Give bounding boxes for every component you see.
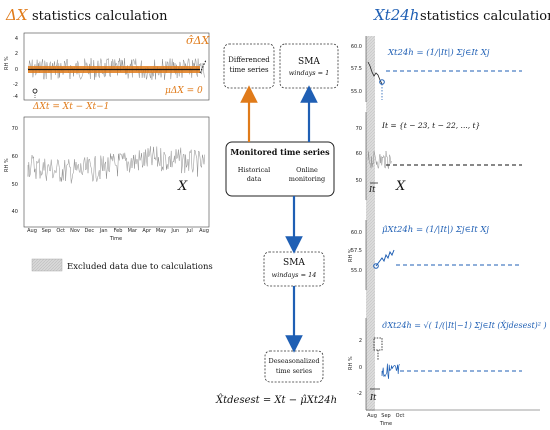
plot1-formula: Xt24h = (1/|It|) Σj∈It Xj xyxy=(387,47,490,58)
online-label-2: monitoring xyxy=(289,175,325,183)
ytick: 70 xyxy=(356,126,362,132)
ytick: 55.0 xyxy=(351,268,362,274)
xtick: Jun xyxy=(170,228,179,234)
right-plot-3: RH % 60.0 57.5 55.0 μ̂Xt24h = (1/|It|) Σ… xyxy=(348,220,522,290)
It-formula: It = {t − 23, t − 22, ..., t} xyxy=(381,121,480,130)
ytick: 70 xyxy=(12,126,18,132)
plot4-xlabel: Time xyxy=(379,421,392,427)
xtick: Apr xyxy=(142,228,152,234)
historical-label-1: Historical xyxy=(238,166,270,174)
ytick: 50 xyxy=(12,182,18,188)
sma-14-box: SMA windays = 14 xyxy=(263,251,325,287)
plot4-formula: σ̂Xt24h = √( 1/(|It|−1) Σj∈It (X̂jdesest… xyxy=(382,321,547,330)
differenced-label-1: Differenced xyxy=(228,56,270,64)
xtick: Oct xyxy=(396,413,405,419)
x-plot-ylabel: RH % xyxy=(4,158,10,172)
xtick: Sep xyxy=(381,413,390,419)
deseason-label-1: Deseasonalized xyxy=(268,357,319,365)
xtick: Jul xyxy=(186,228,193,234)
plot4-ylabel: RH % xyxy=(348,356,354,370)
ytick: 60.0 xyxy=(351,230,362,236)
xtick: Aug xyxy=(27,228,37,234)
top-plot-ylabel: RH % xyxy=(4,56,10,70)
ytick: 0 xyxy=(359,365,362,371)
right-plot-1: 60.0 57.5 55.0 Xt24h = (1/|It|) Σj∈It Xj xyxy=(351,36,522,102)
xtick: Oct xyxy=(56,228,65,234)
deseason-series xyxy=(381,363,400,379)
deseason-formula: X̂tdesest = Xt − μ̂Xt24h xyxy=(215,394,337,406)
x-series-label: X xyxy=(177,179,188,194)
right-plot-2: 70 60 50 It = {t − 23, t − 22, ..., t} I… xyxy=(356,112,522,200)
deseason-box: Deseasonalized time series xyxy=(264,350,324,383)
sma-1-box: SMA windays = 1 xyxy=(279,43,339,89)
plot3-ylabel: RH % xyxy=(348,248,354,262)
delta-formula: ΔXt = Xt − Xt−1 xyxy=(32,102,109,112)
ytick: 60 xyxy=(356,151,362,157)
right-title: statistics calculation xyxy=(420,9,550,24)
ytick: 57.5 xyxy=(351,248,362,254)
ytick: 0 xyxy=(15,67,18,73)
xtick: Aug xyxy=(199,228,209,234)
xtick: Mar xyxy=(128,228,138,234)
x-window-series xyxy=(367,150,392,170)
It-label-4: It xyxy=(369,393,377,402)
historical-label-2: data xyxy=(247,175,262,183)
excluded-strip xyxy=(366,36,375,411)
excluded-legend: Excluded data due to calculations xyxy=(31,258,213,272)
delta-x-series xyxy=(27,57,205,80)
sma-14-sub: windays = 14 xyxy=(272,271,317,279)
sigma-label: σ̂ΔX xyxy=(186,34,210,47)
plot3-formula: μ̂Xt24h = (1/|It|) Σj∈It Xj xyxy=(382,224,489,235)
ytick: 50 xyxy=(356,178,362,184)
ytick: 60 xyxy=(12,154,18,160)
ytick: 57.5 xyxy=(351,66,362,72)
ytick: 4 xyxy=(15,36,18,42)
x-label-right: X xyxy=(395,179,406,194)
right-title-var: Xt24h xyxy=(373,6,419,24)
mu-label: μΔX = 0 xyxy=(165,86,203,96)
delta-x-plot: RH % 4 2 0 -2 -4 σ̂ΔX μΔX = 0 ΔXt = Xt −… xyxy=(4,32,210,112)
monitored-box: Monitored time series Historical data On… xyxy=(225,141,335,197)
xtick: Jan xyxy=(99,228,108,234)
xtick: Feb xyxy=(114,228,123,234)
xtick: Sep xyxy=(42,228,51,234)
differenced-box: Differenced time series xyxy=(223,43,275,89)
differenced-label-2: time series xyxy=(229,66,269,74)
legend-label: Excluded data due to calculations xyxy=(67,262,213,272)
ytick: -2 xyxy=(357,391,362,397)
monitored-title: Monitored time series xyxy=(230,147,330,157)
ytick: 2 xyxy=(15,51,18,57)
xtick: May xyxy=(156,228,166,234)
x-series xyxy=(27,146,206,184)
deseason-label-2: time series xyxy=(276,367,312,375)
right-plot-4: RH % 2 0 -2 σ̂Xt24h = √( 1/(|It|−1) Σj∈I… xyxy=(348,318,547,427)
It-label: It xyxy=(368,185,376,194)
ytick: -4 xyxy=(13,94,18,100)
left-title-var: ΔX xyxy=(5,6,29,24)
ytick: 55.0 xyxy=(351,89,362,95)
ytick: -2 xyxy=(13,82,18,88)
sma-1-title: SMA xyxy=(298,57,320,67)
sma-14-title: SMA xyxy=(283,258,305,268)
ytick: 2 xyxy=(359,338,362,344)
ytick: 40 xyxy=(12,209,18,215)
sma-1-sub: windays = 1 xyxy=(289,69,330,77)
x-plot: RH % 70 60 50 40 X Aug Sep Oct Nov Dec Jan Feb… xyxy=(4,116,210,242)
xtick: Dec xyxy=(84,228,94,234)
left-title: statistics calculation xyxy=(32,9,168,24)
ytick: 60.0 xyxy=(351,44,362,50)
x-plot-xlabel: Time xyxy=(109,236,122,242)
xtick: Nov xyxy=(70,228,80,234)
xtick: Aug xyxy=(367,413,377,419)
online-label-1: Online xyxy=(296,166,318,174)
